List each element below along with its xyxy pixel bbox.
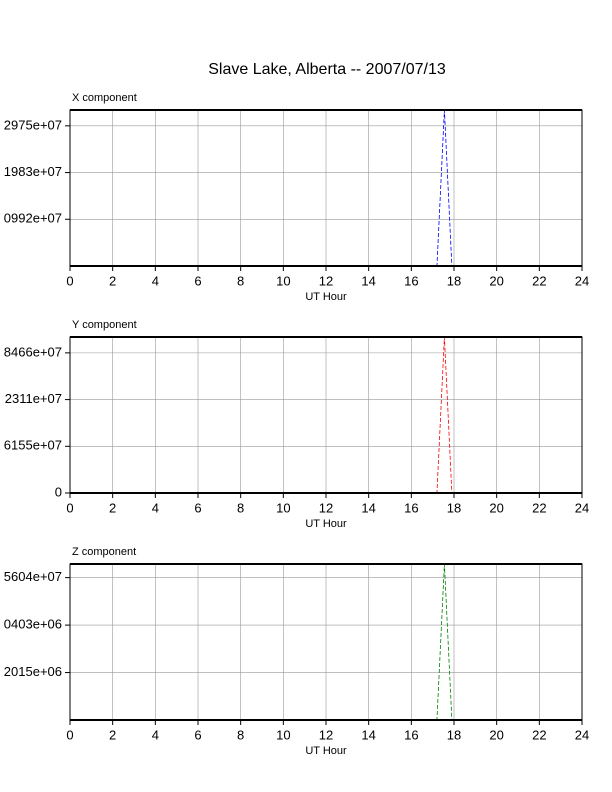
x-tick-label: 18 (447, 727, 461, 742)
x-tick-label: 6 (194, 727, 201, 742)
x-tick-label: 4 (152, 273, 159, 288)
x-tick-label: 18 (447, 500, 461, 515)
x-tick-label: 10 (276, 727, 290, 742)
x-tick-label: 0 (66, 500, 73, 515)
y-tick-label: 6155e+07 (4, 438, 62, 453)
y-tick-label: 0403e+06 (4, 617, 62, 632)
x-tick-label: 20 (489, 273, 503, 288)
x-tick-label: 16 (404, 500, 418, 515)
x-tick-label: 22 (532, 273, 546, 288)
x-tick-label: 8 (237, 727, 244, 742)
x-tick-label: 4 (152, 500, 159, 515)
x-tick-label: 8 (237, 273, 244, 288)
x-tick-label: 8 (237, 500, 244, 515)
x-tick-label: 12 (319, 727, 333, 742)
x-tick-label: 14 (361, 500, 375, 515)
y-tick-label: 8466e+07 (4, 344, 62, 359)
y-tick-label: 0 (55, 484, 62, 499)
y-tick-label: 2015e+06 (4, 664, 62, 679)
x-axis-label: UT Hour (305, 518, 347, 530)
x-tick-label: 2 (109, 727, 116, 742)
x-axis-label: UT Hour (305, 745, 347, 757)
x-tick-label: 12 (319, 500, 333, 515)
x-tick-label: 16 (404, 727, 418, 742)
page-title: Slave Lake, Alberta -- 2007/07/13 (208, 61, 446, 78)
y-tick-label: 2975e+07 (4, 117, 62, 132)
x-tick-label: 24 (575, 500, 589, 515)
x-tick-label: 22 (532, 727, 546, 742)
x-tick-label: 14 (361, 727, 375, 742)
y-tick-label: 0992e+07 (4, 211, 62, 226)
x-tick-label: 24 (575, 727, 589, 742)
x-tick-label: 20 (489, 727, 503, 742)
x-axis-label: UT Hour (305, 291, 347, 303)
x-tick-label: 6 (194, 273, 201, 288)
y-tick-label: 5604e+07 (4, 569, 62, 584)
x-tick-label: 16 (404, 273, 418, 288)
subplot-title: Z component (72, 546, 136, 558)
x-tick-label: 10 (276, 500, 290, 515)
x-tick-label: 18 (447, 273, 461, 288)
x-tick-label: 24 (575, 273, 589, 288)
x-tick-label: 10 (276, 273, 290, 288)
x-tick-label: 2 (109, 500, 116, 515)
subplot-title: X component (72, 92, 137, 104)
x-tick-label: 6 (194, 500, 201, 515)
y-tick-label: 2311e+07 (5, 391, 62, 406)
x-tick-label: 22 (532, 500, 546, 515)
y-tick-label: 1983e+07 (4, 164, 62, 179)
x-tick-label: 14 (361, 273, 375, 288)
x-tick-label: 12 (319, 273, 333, 288)
x-tick-label: 2 (109, 273, 116, 288)
x-tick-label: 4 (152, 727, 159, 742)
x-tick-label: 0 (66, 273, 73, 288)
subplot-title: Y component (72, 319, 137, 331)
x-tick-label: 20 (489, 500, 503, 515)
x-tick-label: 0 (66, 727, 73, 742)
